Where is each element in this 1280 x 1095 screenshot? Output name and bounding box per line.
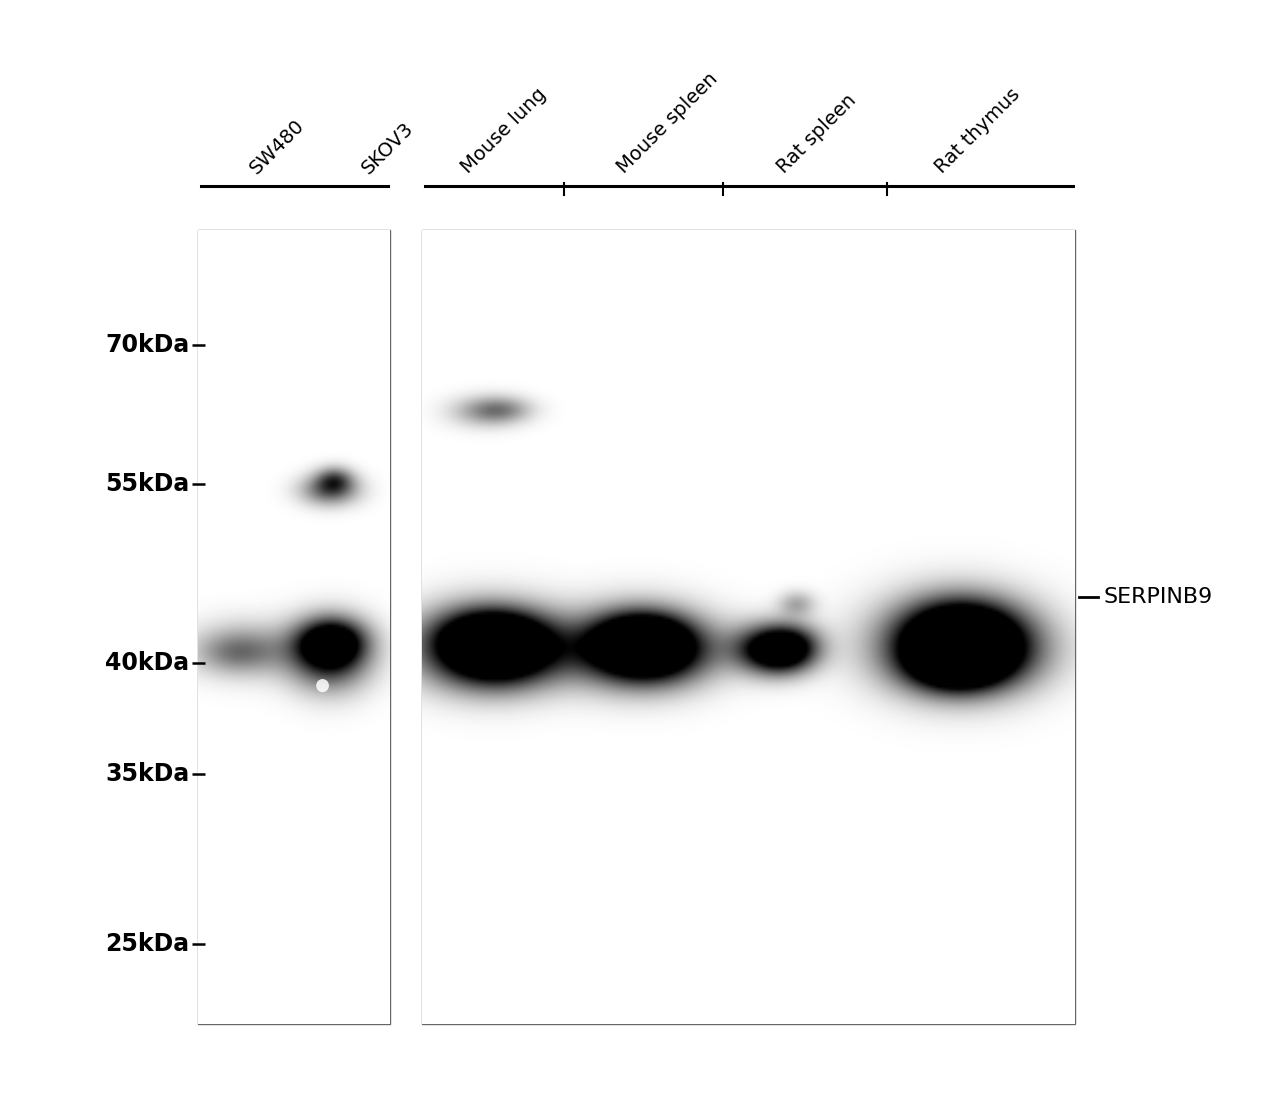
Text: Rat thymus: Rat thymus [932,85,1024,177]
Text: 40kDa: 40kDa [105,650,189,675]
Text: 25kDa: 25kDa [105,933,189,956]
Text: 70kDa: 70kDa [105,333,189,357]
Text: 35kDa: 35kDa [105,762,189,786]
Ellipse shape [316,679,329,692]
Text: SKOV3: SKOV3 [358,118,417,177]
Text: 55kDa: 55kDa [105,472,189,496]
Text: SERPINB9: SERPINB9 [1103,587,1212,607]
Text: Mouse lung: Mouse lung [458,85,550,177]
Bar [422,230,1075,1024]
Text: Rat spleen: Rat spleen [774,91,860,177]
Bar [198,230,390,1024]
Text: SW480: SW480 [247,115,308,177]
Text: Mouse spleen: Mouse spleen [614,69,722,177]
